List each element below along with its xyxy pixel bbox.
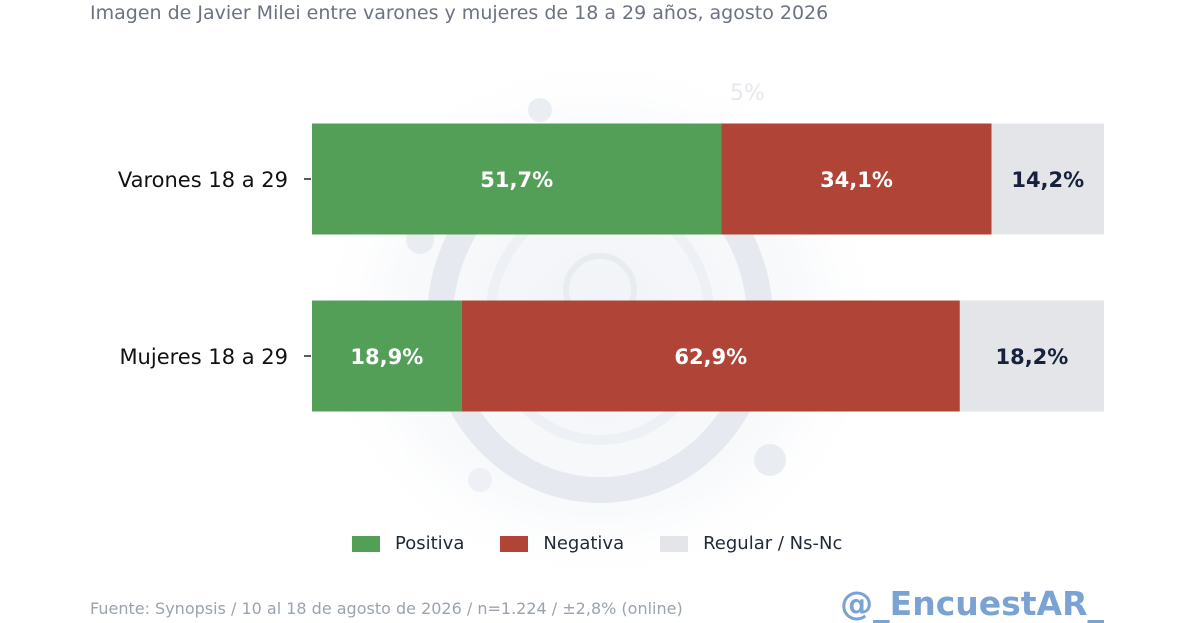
chart-legend: Positiva Negativa Regular / Ns-Nc [352, 533, 878, 554]
source-note: Fuente: Synopsis / 10 al 18 de agosto de… [90, 599, 683, 618]
data-label-regular-ns-nc-mujeres-18-a-29: 18,2% [995, 345, 1068, 369]
data-label-negativa-varones-18-a-29: 34,1% [820, 168, 893, 192]
legend-swatch-regular [660, 535, 689, 552]
bar-regular-ns-nc-varones-18-a-29 [991, 123, 1104, 235]
chart-subtitle: Imagen de Javier Milei entre varones y m… [90, 2, 829, 24]
legend-item-regular: Regular / Ns-Nc [660, 533, 842, 554]
bar-positiva-varones-18-a-29 [312, 123, 722, 235]
category-label-mujeres-18-a-29: Mujeres 18 a 29 [119, 345, 288, 369]
legend-label-negativa: Negativa [543, 533, 625, 554]
legend-item-negativa: Negativa [500, 533, 624, 554]
data-label-positiva-varones-18-a-29: 51,7% [480, 168, 553, 192]
legend-item-positiva: Positiva [352, 533, 464, 554]
bar-regular-ns-nc-mujeres-18-a-29 [959, 300, 1104, 412]
bar-negativa-varones-18-a-29 [721, 123, 992, 235]
data-label-negativa-mujeres-18-a-29: 62,9% [674, 345, 747, 369]
legend-swatch-positiva [352, 535, 380, 552]
bar-positiva-mujeres-18-a-29 [312, 300, 462, 412]
data-label-regular-ns-nc-varones-18-a-29: 14,2% [1011, 168, 1084, 192]
category-label-varones-18-a-29: Varones 18 a 29 [118, 168, 288, 192]
legend-swatch-negativa [500, 535, 529, 552]
bar-negativa-mujeres-18-a-29 [461, 300, 960, 412]
legend-label-positiva: Positiva [395, 533, 465, 554]
legend-label-regular: Regular / Ns-Nc [703, 533, 843, 554]
data-label-positiva-mujeres-18-a-29: 18,9% [350, 345, 423, 369]
brand-handle: @_EncuestAR_ [840, 584, 1104, 623]
